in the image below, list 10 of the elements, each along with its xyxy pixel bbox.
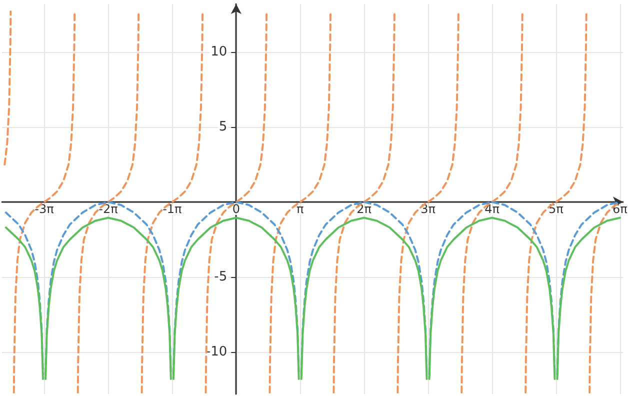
y-tick-label: -10	[206, 344, 228, 360]
x-tick-label: 0	[232, 202, 240, 216]
x-tick-label: -3π	[34, 202, 54, 216]
x-tick-label: π	[296, 202, 304, 216]
x-tick-label: -2π	[98, 202, 118, 216]
y-tick-label: 10	[210, 44, 228, 60]
y-tick-label: -5	[214, 270, 228, 284]
x-tick-label: -1π	[162, 202, 182, 216]
y-tick-label: 5	[218, 120, 228, 134]
x-tick-label: 4π	[484, 202, 500, 216]
